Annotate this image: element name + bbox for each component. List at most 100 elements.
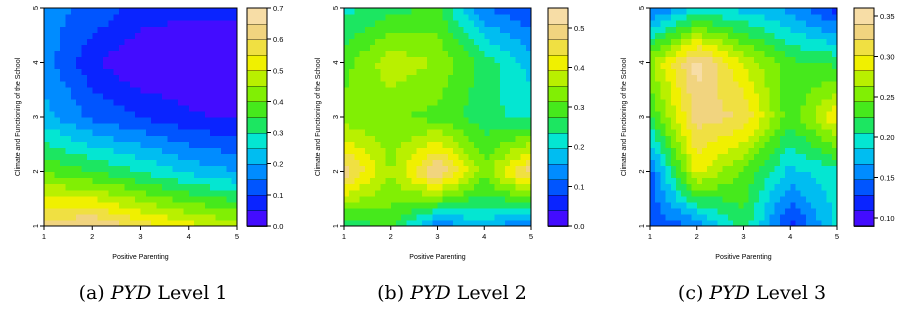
contour-cell [515, 135, 522, 142]
contour-cell [188, 141, 195, 148]
contour-cell [49, 26, 56, 33]
contour-cell [401, 219, 407, 227]
contour-cell [437, 14, 444, 21]
contour-cell [140, 74, 147, 82]
contour-cell [785, 62, 791, 70]
contour-cell [681, 50, 687, 58]
contour-cell [369, 141, 376, 148]
contour-cell [161, 50, 168, 58]
contour-cell [172, 32, 179, 39]
contour-cell [167, 195, 174, 203]
y-tick-label: 4 [331, 60, 340, 64]
contour-cell [717, 153, 724, 160]
contour-cell [416, 129, 423, 136]
contour-cell [390, 171, 397, 179]
contour-cell [811, 153, 817, 160]
contour-cell [447, 68, 454, 76]
contour-cell [727, 147, 734, 154]
contour-cell [764, 14, 771, 21]
contour-cell [779, 195, 786, 203]
contour-cell [151, 189, 158, 197]
contour-cell [102, 86, 109, 94]
y-tick-label: 1 [637, 224, 646, 228]
contour-cell [188, 74, 195, 82]
contour-cell [204, 189, 211, 197]
contour-cell [753, 8, 760, 15]
contour-cell [447, 86, 454, 94]
contour-cell [354, 56, 361, 64]
contour-cell [437, 129, 444, 136]
contour-cell [805, 135, 812, 142]
contour-cell [369, 20, 376, 27]
contour-cell [525, 189, 532, 197]
contour-cell [406, 98, 413, 106]
contour-cell [210, 86, 217, 94]
contour-cell [204, 98, 211, 106]
contour-cell [76, 171, 83, 179]
contour-cell [54, 177, 61, 185]
contour-cell [785, 56, 791, 64]
contour-cell [468, 183, 475, 191]
contour-cell [156, 189, 163, 197]
contour-cell [390, 32, 397, 39]
contour-cell [215, 62, 222, 70]
contour-cell [54, 201, 61, 209]
contour-cell [795, 159, 802, 167]
contour-cell [70, 177, 77, 185]
contour-cell [135, 98, 142, 106]
contour-cell [81, 165, 88, 173]
contour-cell [764, 213, 771, 221]
contour-cell [119, 14, 126, 21]
contour-cell [494, 80, 501, 88]
contour-cell [369, 44, 376, 51]
contour-cell [686, 165, 693, 173]
contour-cell [124, 32, 131, 39]
contour-cell [49, 14, 56, 21]
contour-cell [375, 68, 381, 76]
contour-cell [722, 98, 729, 106]
contour-cell [468, 117, 475, 124]
contour-cell [759, 171, 765, 179]
contour-cell [135, 123, 142, 130]
contour-cell [707, 26, 713, 33]
contour-cell [774, 98, 781, 106]
contour-cell [473, 104, 480, 112]
contour-cell [129, 147, 136, 154]
contour-cell [129, 80, 136, 88]
contour-cell [473, 201, 480, 209]
contour-cell [113, 207, 120, 215]
contour-cell [691, 153, 698, 160]
legend-swatch [853, 132, 875, 149]
contour-cell [54, 80, 61, 88]
contour-cell [442, 213, 449, 221]
contour-cell [437, 201, 444, 209]
contour-cell [510, 98, 517, 106]
contour-cell [722, 201, 729, 209]
contour-cell [44, 74, 50, 82]
contour-cell [156, 20, 163, 27]
contour-cell [779, 171, 786, 179]
contour-cell [220, 56, 227, 64]
contour-cell [119, 117, 126, 124]
contour-cell [489, 147, 496, 154]
contour-cell [831, 62, 838, 70]
contour-cell [151, 50, 158, 58]
legend-swatch [853, 210, 875, 227]
contour-cell [108, 50, 115, 58]
contour-cell [86, 110, 93, 118]
contour-cell [442, 110, 449, 118]
contour-cell [70, 159, 77, 167]
contour-cell [665, 141, 672, 148]
contour-cell [199, 38, 206, 45]
contour-cell [135, 86, 142, 94]
contour-cell [129, 153, 136, 160]
contour-cell [479, 213, 485, 221]
contour-cell [349, 141, 355, 148]
contour-cell [76, 62, 83, 70]
contour-cell [364, 32, 371, 39]
contour-cell [655, 147, 661, 154]
contour-cell [359, 92, 366, 100]
legend-swatch [246, 85, 268, 103]
contour-cell [183, 32, 190, 39]
contour-cell [204, 183, 211, 191]
